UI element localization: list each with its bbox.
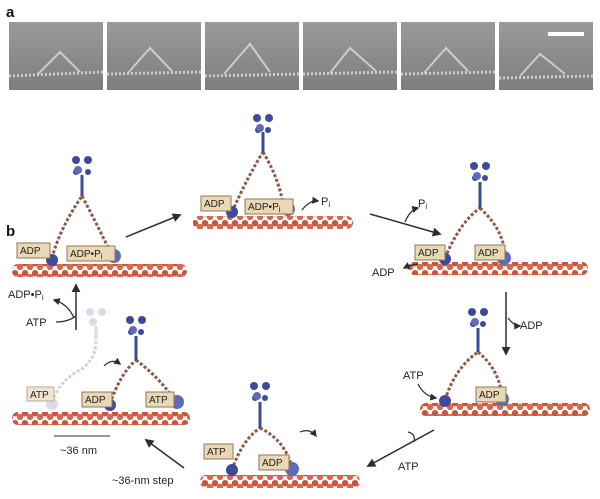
state-4-adp: ADP: [520, 320, 543, 332]
state-2-release: P: [321, 196, 328, 208]
actin-filament: [12, 264, 187, 277]
scale-label: ~36 nm: [60, 445, 97, 457]
em-frame-2: [107, 22, 201, 90]
tail-domain: [72, 156, 92, 175]
em-frame-3: [205, 22, 299, 90]
state-6-incoming-atp: ATP: [398, 461, 419, 473]
state-2-left-box: ADP: [204, 199, 225, 210]
state-1: ADP ADP•Pi: [12, 156, 187, 277]
actin-filament: [420, 403, 590, 416]
arrow-2-3: [369, 213, 442, 237]
state-5-atp: ATP: [403, 370, 424, 382]
state-3: ADP ADP ADP: [372, 162, 588, 279]
em-frame-4: [303, 22, 397, 90]
state-5: ADP ATP: [403, 308, 590, 416]
actin-filament: [12, 412, 190, 425]
state-7-left-box: ADP: [85, 395, 106, 406]
arrow-1-2: [125, 213, 182, 238]
state-5-right-box: ADP: [479, 390, 500, 401]
state-2-right-sub: i: [279, 205, 281, 214]
arrow-5-6: [366, 429, 435, 467]
em-scale-bar: [548, 32, 584, 36]
state-2: ADP ADP•Pi Pi: [193, 114, 353, 229]
cycle-adp-pi-text: ADP•Pi: [8, 289, 44, 302]
state-7-right-box: ATP: [149, 395, 168, 406]
state-1-right-box-text: ADP•Pi: [70, 249, 103, 261]
state-7-faded-box: ATP: [30, 390, 49, 401]
state-3-left-box: ADP: [418, 248, 439, 259]
state-3-right-box: ADP: [478, 248, 499, 259]
step-label: ~36-nm step: [112, 475, 173, 487]
state-1-right-sub: i: [101, 252, 103, 261]
cycle-atp: ATP: [26, 317, 47, 329]
panel-b-label: b: [6, 223, 15, 240]
state-6-right-box: ADP: [262, 458, 283, 469]
cycle-pi-release-text: Pi: [418, 198, 427, 211]
state-2-right-box: ADP•P: [248, 202, 279, 213]
panel-a-label: a: [6, 4, 15, 21]
state-7: ATP ADP ATP ~36 nm: [12, 308, 190, 457]
state-2-release-text: Pi: [321, 196, 330, 209]
cycle-adp-pi: ADP•P: [8, 289, 42, 301]
em-frame-5: [401, 22, 495, 90]
state-2-release-sub: i: [328, 200, 330, 209]
state-3-release: P: [418, 198, 425, 210]
actin-filament: [193, 216, 353, 229]
state-6-left-box: ATP: [207, 447, 226, 458]
state-1-left-box: ADP: [20, 246, 41, 257]
cycle-adp-pi-sub: i: [42, 293, 44, 302]
state-3-release-sub: i: [425, 202, 427, 211]
state-2-right-box-text: ADP•Pi: [248, 202, 281, 214]
em-strip: [8, 22, 594, 90]
state-3-released-adp: ADP: [372, 267, 395, 279]
actin-filament: [200, 475, 360, 488]
state-6: ATP ADP: [200, 382, 360, 488]
state-1-right-box: ADP•P: [70, 249, 101, 260]
actin-filament: [408, 262, 588, 275]
arrow-6-7: [144, 438, 185, 469]
